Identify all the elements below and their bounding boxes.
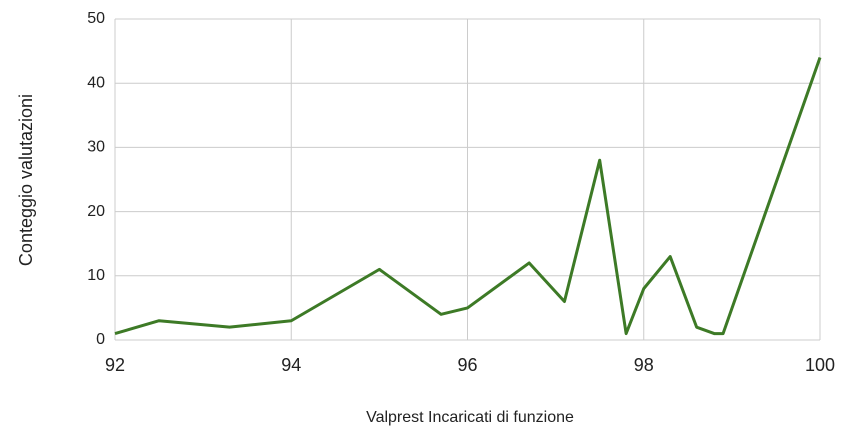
- y-tick-label: 40: [87, 74, 105, 91]
- x-tick-label: 94: [281, 355, 301, 375]
- y-tick-label: 0: [96, 331, 105, 348]
- x-tick-label: 92: [105, 355, 125, 375]
- y-tick-label: 20: [87, 203, 105, 220]
- x-tick-label: 96: [457, 355, 477, 375]
- line-series: [114, 57, 822, 336]
- x-tick-label: 98: [634, 355, 654, 375]
- x-axis-label: Valprest Incaricati di funzione: [366, 409, 574, 426]
- y-tick-label: 10: [87, 267, 105, 284]
- y-tick-label: 30: [87, 139, 105, 156]
- y-tick-label: 50: [87, 10, 105, 27]
- x-tick-label: 100: [805, 355, 835, 375]
- y-axis-label: Conteggio valutazioni: [16, 94, 36, 266]
